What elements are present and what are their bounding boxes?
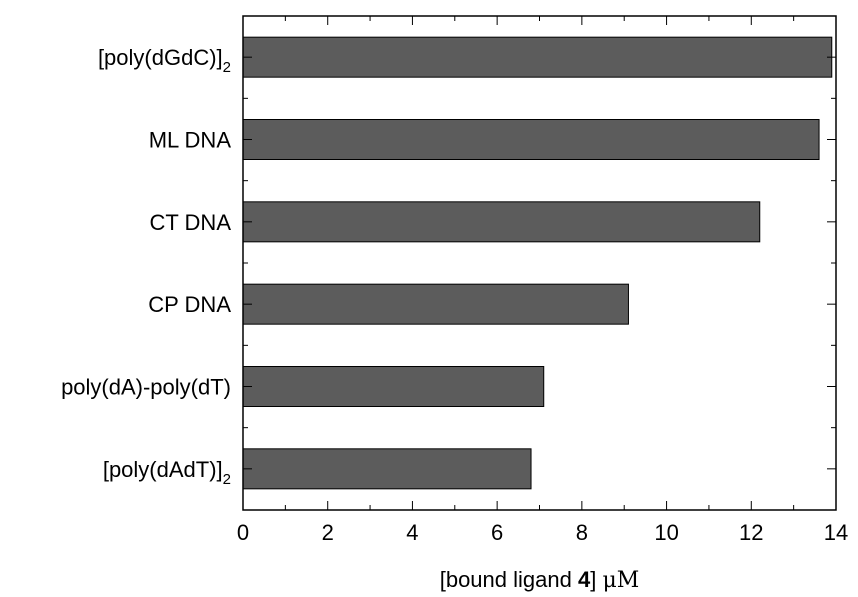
bar — [242, 283, 629, 325]
x-tick-label: 12 — [739, 520, 763, 545]
category-label: [poly(dGdC)]2 — [98, 45, 231, 76]
category-label: [poly(dAdT)]2 — [103, 457, 231, 488]
category-label: CP DNA — [148, 292, 231, 317]
bar — [242, 448, 532, 490]
x-tick-label: 4 — [406, 520, 418, 545]
x-tick-label: 8 — [576, 520, 588, 545]
bar — [242, 366, 545, 407]
plot-frame — [242, 15, 837, 511]
bar — [242, 201, 761, 243]
bar — [242, 36, 833, 78]
x-tick-label: 2 — [322, 520, 334, 545]
bars-group — [242, 36, 833, 490]
x-tick-label: 10 — [654, 520, 678, 545]
x-tick-label: 0 — [237, 520, 249, 545]
category-label: poly(dA)-poly(dT) — [61, 375, 231, 400]
ticks-group — [242, 16, 837, 510]
category-labels: [poly(dGdC)]2 ML DNA CT DNA CP DNA poly(dA)-… — [61, 45, 231, 488]
bar — [242, 119, 820, 160]
category-label: ML DNA — [149, 128, 232, 153]
x-axis-title: [bound ligand 4] μM — [440, 567, 640, 593]
x-tick-label: 14 — [824, 520, 848, 545]
tick-labels: 0 2 4 6 8 10 12 14 — [237, 520, 848, 545]
x-tick-label: 6 — [491, 520, 503, 545]
category-label: CT DNA — [150, 210, 232, 235]
